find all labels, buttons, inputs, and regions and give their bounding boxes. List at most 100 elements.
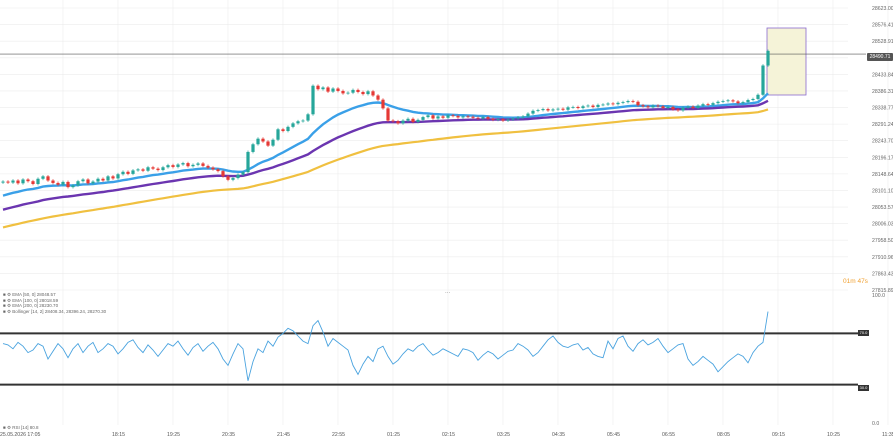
price-tick-label: 27863.43 — [872, 271, 893, 277]
candle-body — [41, 176, 45, 179]
candle-body — [761, 65, 765, 95]
time-tick-label: 20:35 — [222, 432, 235, 438]
candle-countdown: 01m 47s — [843, 278, 868, 285]
candle-body — [81, 179, 85, 182]
candle-body — [681, 107, 685, 111]
highlight-box — [766, 27, 807, 96]
legend-ema100[interactable]: ■ ⚙ EMA [100, 0] 28018.59 — [3, 297, 59, 303]
price-tick-label: 28006.03 — [872, 222, 893, 228]
candle-body — [346, 92, 350, 94]
candle-body — [36, 178, 40, 184]
candle-body — [486, 117, 490, 119]
candle-body — [411, 118, 415, 122]
rsi-line — [2, 311, 769, 381]
candle-body — [536, 110, 540, 111]
rsi-panel: 100.0 0.0 — [0, 293, 885, 427]
candle-body — [726, 100, 730, 102]
candle-body — [636, 101, 640, 106]
candle-body — [551, 109, 555, 111]
candle-body — [426, 115, 430, 118]
candle-body — [111, 176, 115, 179]
candle-body — [316, 85, 320, 90]
rsi-level-70-tag: 70.0 — [858, 330, 869, 336]
candle-body — [531, 110, 535, 114]
candle-body — [671, 106, 675, 110]
candle-body — [261, 138, 265, 142]
candle-body — [541, 109, 545, 111]
candle-body — [321, 87, 325, 90]
candle-body — [276, 129, 280, 140]
candle-body — [666, 106, 670, 109]
candle-body — [241, 172, 245, 175]
candle-body — [156, 168, 160, 171]
legend-ema50[interactable]: ■ ⚙ EMA [50, 0] 28048.57 — [3, 292, 56, 297]
candle-body — [376, 95, 380, 100]
candle-body — [611, 103, 615, 105]
candlesticks — [1, 49, 770, 189]
candle-body — [601, 104, 605, 106]
candle-body — [146, 167, 150, 171]
candle-body — [336, 88, 340, 91]
candle-body — [616, 102, 620, 105]
candle-body — [101, 178, 105, 181]
candle-body — [121, 171, 125, 175]
candle-body — [46, 176, 50, 181]
candle-body — [196, 163, 200, 165]
grid — [0, 0, 889, 425]
candle-body — [216, 169, 220, 172]
candle-body — [621, 102, 625, 103]
candle-body — [631, 101, 635, 102]
legend-bollinger[interactable]: ■ ⚙ Bollinger [14, 2] 28408.34, 28396.24… — [3, 308, 107, 314]
rsi-level-30-tag: 30.0 — [858, 385, 869, 391]
candle-body — [136, 169, 140, 171]
candle-body — [721, 101, 725, 102]
time-tick-label: 05:45 — [607, 432, 620, 438]
candle-body — [191, 164, 195, 167]
time-tick-label: 03:25 — [497, 432, 510, 438]
candle-body — [366, 91, 370, 95]
candle-body — [171, 165, 175, 167]
candle-body — [286, 126, 290, 132]
candle-body — [166, 165, 170, 168]
candle-body — [491, 118, 495, 120]
candle-body — [731, 100, 735, 102]
candle-body — [236, 174, 240, 179]
rsi-tick-label: 0.0 — [872, 421, 879, 427]
candle-body — [691, 106, 695, 109]
rsi-legend[interactable]: ■ ⚙ RSI [14] 80.8 — [3, 425, 39, 430]
candle-body — [51, 180, 55, 183]
candle-body — [571, 106, 575, 108]
candle-body — [76, 181, 80, 186]
candle-body — [546, 109, 550, 111]
time-tick-label: 06:55 — [662, 432, 675, 438]
time-tick-label: 02:15 — [442, 432, 455, 438]
candle-body — [506, 119, 510, 121]
candle-body — [766, 50, 770, 66]
candle-body — [716, 101, 720, 104]
candle-body — [396, 121, 400, 124]
candle-body — [481, 117, 485, 119]
last-price-tag: 28490.71 — [867, 53, 893, 61]
candle-body — [436, 116, 440, 119]
candle-body — [706, 104, 710, 105]
moving-average-lines — [0, 53, 866, 229]
candle-body — [511, 118, 515, 120]
legend-ema200[interactable]: ■ ⚙ EMA [200, 0] 28230.70 — [3, 303, 59, 309]
price-tick-label: 28101.10 — [872, 188, 893, 194]
candle-body — [596, 104, 600, 107]
candle-body — [6, 181, 10, 183]
candle-body — [626, 101, 630, 103]
candle-body — [466, 116, 470, 118]
candle-body — [211, 167, 215, 170]
price-tick-label: 28433.84 — [872, 72, 893, 78]
candle-body — [456, 116, 460, 118]
candle-body — [606, 103, 610, 105]
time-tick-label: 19:25 — [167, 432, 180, 438]
candle-body — [371, 91, 375, 96]
time-tick-label: 10:25 — [827, 432, 840, 438]
candle-body — [696, 105, 700, 109]
candle-body — [711, 103, 715, 105]
candle-body — [701, 104, 705, 106]
candle-body — [311, 85, 315, 115]
